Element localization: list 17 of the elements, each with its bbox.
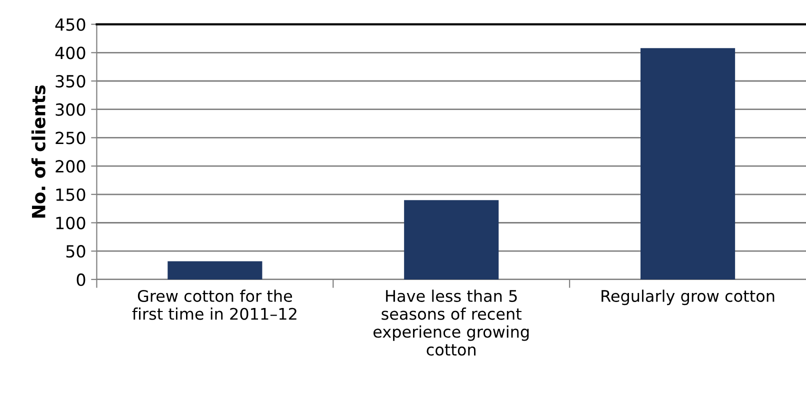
y-tick-label: 300 bbox=[56, 103, 86, 116]
x-tick-label: Grew cotton for the first time in 2011–12 bbox=[132, 290, 296, 320]
bar bbox=[168, 261, 262, 280]
y-tick-label: 400 bbox=[55, 46, 86, 60]
bar bbox=[640, 48, 736, 280]
x-tick-label: Have less than 5 seasons of recent experience growing cotton bbox=[373, 290, 529, 356]
y-tick-label: 100 bbox=[56, 216, 86, 230]
x-tick-label: Regularly grow cotton bbox=[602, 290, 774, 306]
y-axis-title: No. of clients bbox=[31, 85, 46, 218]
y-tick-label: 0 bbox=[76, 273, 86, 286]
y-tick-label: 450 bbox=[55, 18, 86, 31]
y-tick-label: 250 bbox=[56, 132, 86, 144]
y-tick-label: 200 bbox=[56, 160, 86, 173]
y-tick-label: 350 bbox=[56, 74, 86, 88]
y-tick-label: 150 bbox=[56, 188, 86, 201]
y-tick-label: 50 bbox=[66, 245, 86, 258]
bar bbox=[404, 200, 499, 280]
